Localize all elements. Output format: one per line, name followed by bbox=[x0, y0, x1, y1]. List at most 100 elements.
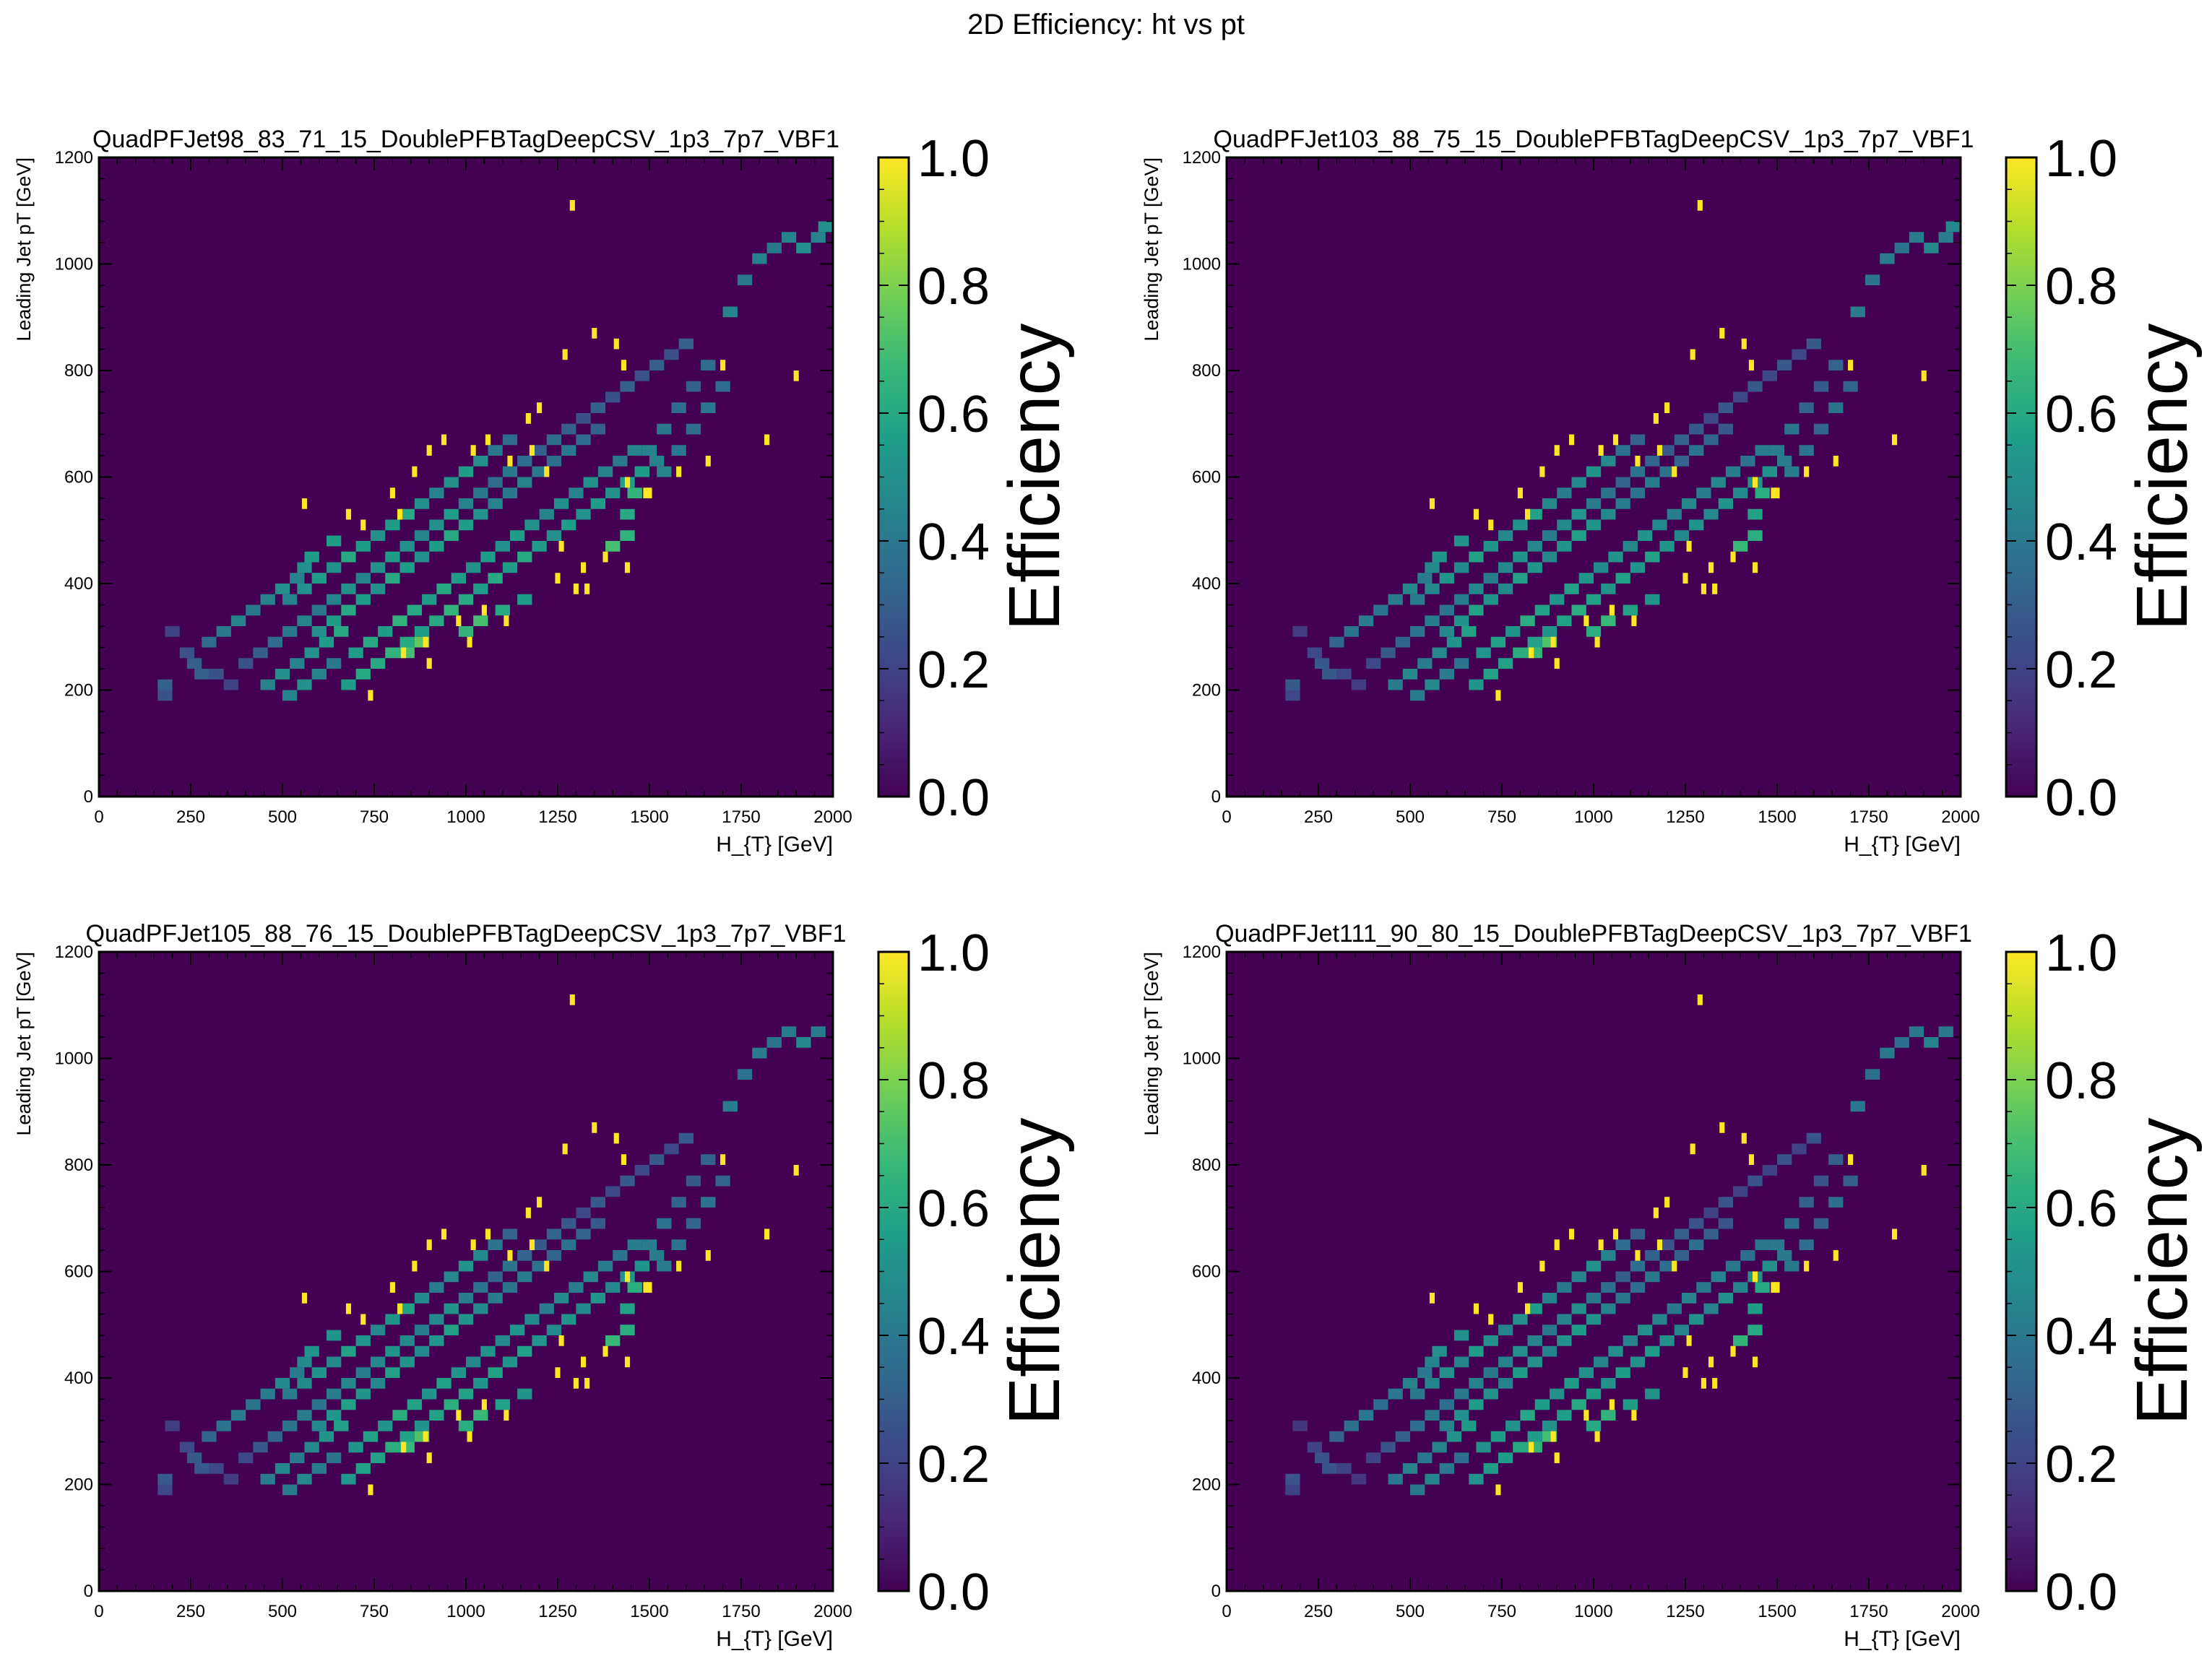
heatmap-cell bbox=[414, 530, 430, 541]
heatmap-cell bbox=[624, 1356, 631, 1368]
heatmap-cell bbox=[657, 1260, 672, 1272]
heatmap-cell bbox=[304, 1442, 319, 1453]
heatmap-cell bbox=[1719, 328, 1725, 339]
heatmap-cell bbox=[1432, 1442, 1447, 1453]
heatmap-cell bbox=[282, 626, 298, 637]
heatmap-cell bbox=[1469, 1345, 1484, 1357]
heatmap-cell bbox=[1469, 679, 1484, 690]
heatmap-cell bbox=[1542, 1293, 1558, 1304]
heatmap-cell bbox=[1697, 994, 1703, 1005]
heatmap-cell bbox=[590, 402, 606, 413]
heatmap-cell bbox=[473, 1250, 488, 1261]
heatmap-cell bbox=[341, 1399, 356, 1410]
heatmap-cell bbox=[592, 1122, 597, 1133]
heatmap-cell bbox=[1601, 1303, 1616, 1314]
heatmap-cell bbox=[1584, 615, 1589, 626]
heatmap-cell bbox=[389, 1282, 395, 1293]
x-tick-label: 500 bbox=[1396, 1602, 1425, 1621]
heatmap-cell bbox=[165, 1421, 180, 1431]
heatmap-cell bbox=[326, 535, 342, 547]
heatmap-cell bbox=[1909, 232, 1924, 243]
heatmap-cell bbox=[1571, 1399, 1586, 1410]
heatmap-cell bbox=[1630, 466, 1646, 477]
heatmap-cell bbox=[1586, 519, 1602, 531]
heatmap-cell bbox=[1453, 1410, 1469, 1421]
heatmap-cell bbox=[1513, 551, 1528, 563]
heatmap-cell bbox=[389, 487, 395, 498]
heatmap-cell bbox=[1557, 487, 1572, 498]
heatmap-cell bbox=[1747, 1303, 1763, 1314]
colorbar-tick-label: 1.0 bbox=[917, 130, 990, 188]
heatmap-cell bbox=[1598, 445, 1604, 456]
x-tick-label: 1750 bbox=[722, 807, 760, 827]
heatmap-cell bbox=[194, 669, 209, 680]
heatmap-cell bbox=[456, 615, 462, 626]
heatmap-cell bbox=[576, 413, 591, 424]
heatmap-cell bbox=[676, 1260, 682, 1272]
heatmap-cell bbox=[539, 1303, 554, 1314]
heatmap-cell bbox=[422, 1388, 437, 1400]
heatmap-cell bbox=[341, 679, 356, 690]
heatmap-cell bbox=[1453, 562, 1469, 573]
heatmap-cell bbox=[458, 1260, 474, 1272]
heatmap-cell bbox=[414, 1345, 430, 1357]
colorbar-tick-label: 0.8 bbox=[2045, 258, 2117, 316]
heatmap-cell bbox=[470, 1239, 476, 1250]
heatmap-cell bbox=[562, 349, 568, 360]
heatmap-cell bbox=[1285, 1484, 1300, 1496]
heatmap-cell bbox=[1542, 530, 1558, 541]
heatmap-cell bbox=[1615, 498, 1630, 509]
heatmap-cell bbox=[1652, 1314, 1667, 1325]
heatmap-cell bbox=[1410, 1421, 1425, 1431]
heatmap-cell bbox=[458, 1314, 474, 1325]
heatmap-panel-4: 0 250 500 750 1000 1250 1500 1750 2000 0 200 400 600… bbox=[1141, 920, 2203, 1651]
heatmap-cell bbox=[1701, 584, 1706, 594]
heatmap-cell bbox=[467, 636, 472, 648]
heatmap-cell bbox=[202, 636, 217, 648]
heatmap-cell bbox=[1586, 1293, 1602, 1304]
x-tick-label: 750 bbox=[1487, 1602, 1516, 1621]
heatmap-cell bbox=[1730, 1345, 1736, 1357]
heatmap-cell bbox=[561, 1239, 576, 1250]
y-tick-label: 0 bbox=[84, 1582, 93, 1601]
heatmap-cell bbox=[1432, 647, 1447, 659]
panel-title: QuadPFJet98_83_71_15_DoublePFBTagDeepCSV… bbox=[92, 126, 839, 153]
heatmap-cell bbox=[1439, 1421, 1454, 1431]
heatmap-cell bbox=[715, 1175, 730, 1187]
x-tick-label: 250 bbox=[1304, 807, 1333, 827]
heatmap-cell bbox=[561, 519, 576, 531]
heatmap-cell bbox=[385, 1367, 400, 1378]
x-tick-label: 1750 bbox=[1849, 807, 1888, 827]
heatmap-cell bbox=[355, 669, 371, 680]
heatmap-cell bbox=[1601, 456, 1616, 467]
heatmap-cell bbox=[1689, 1218, 1704, 1229]
heatmap-cell bbox=[1689, 1239, 1704, 1250]
heatmap-cell bbox=[423, 636, 428, 648]
heatmap-cell bbox=[1747, 530, 1763, 541]
heatmap-cell bbox=[1453, 1330, 1469, 1341]
colorbar-tick-label: 0.8 bbox=[917, 258, 990, 316]
heatmap-cell bbox=[412, 466, 418, 477]
heatmap-cell bbox=[165, 626, 180, 637]
x-tick-label: 1000 bbox=[1574, 807, 1612, 827]
heatmap-cell bbox=[643, 487, 649, 498]
heatmap-cell bbox=[1813, 1175, 1829, 1187]
heatmap-cell bbox=[1520, 1410, 1535, 1421]
heatmap-cell bbox=[326, 594, 342, 605]
heatmap-cell bbox=[1542, 498, 1558, 509]
y-tick-label: 1200 bbox=[55, 148, 93, 168]
heatmap-cell bbox=[1410, 594, 1425, 605]
heatmap-cell bbox=[576, 508, 591, 520]
heatmap-cell bbox=[1578, 1367, 1594, 1378]
heatmap-cell bbox=[1653, 1208, 1659, 1218]
heatmap-cell bbox=[1631, 615, 1637, 626]
heatmap-cell bbox=[1784, 1218, 1800, 1229]
heatmap-cell bbox=[602, 551, 608, 563]
x-tick-label: 2000 bbox=[1941, 807, 1979, 827]
heatmap-cell bbox=[1804, 1260, 1810, 1272]
y-axis-label: Leading Jet pT [GeV] bbox=[1141, 157, 1162, 342]
heatmap-cell bbox=[267, 1431, 282, 1442]
heatmap-cell bbox=[360, 519, 366, 531]
heatmap-cell bbox=[1681, 1293, 1697, 1304]
heatmap-cell bbox=[1344, 1421, 1359, 1431]
